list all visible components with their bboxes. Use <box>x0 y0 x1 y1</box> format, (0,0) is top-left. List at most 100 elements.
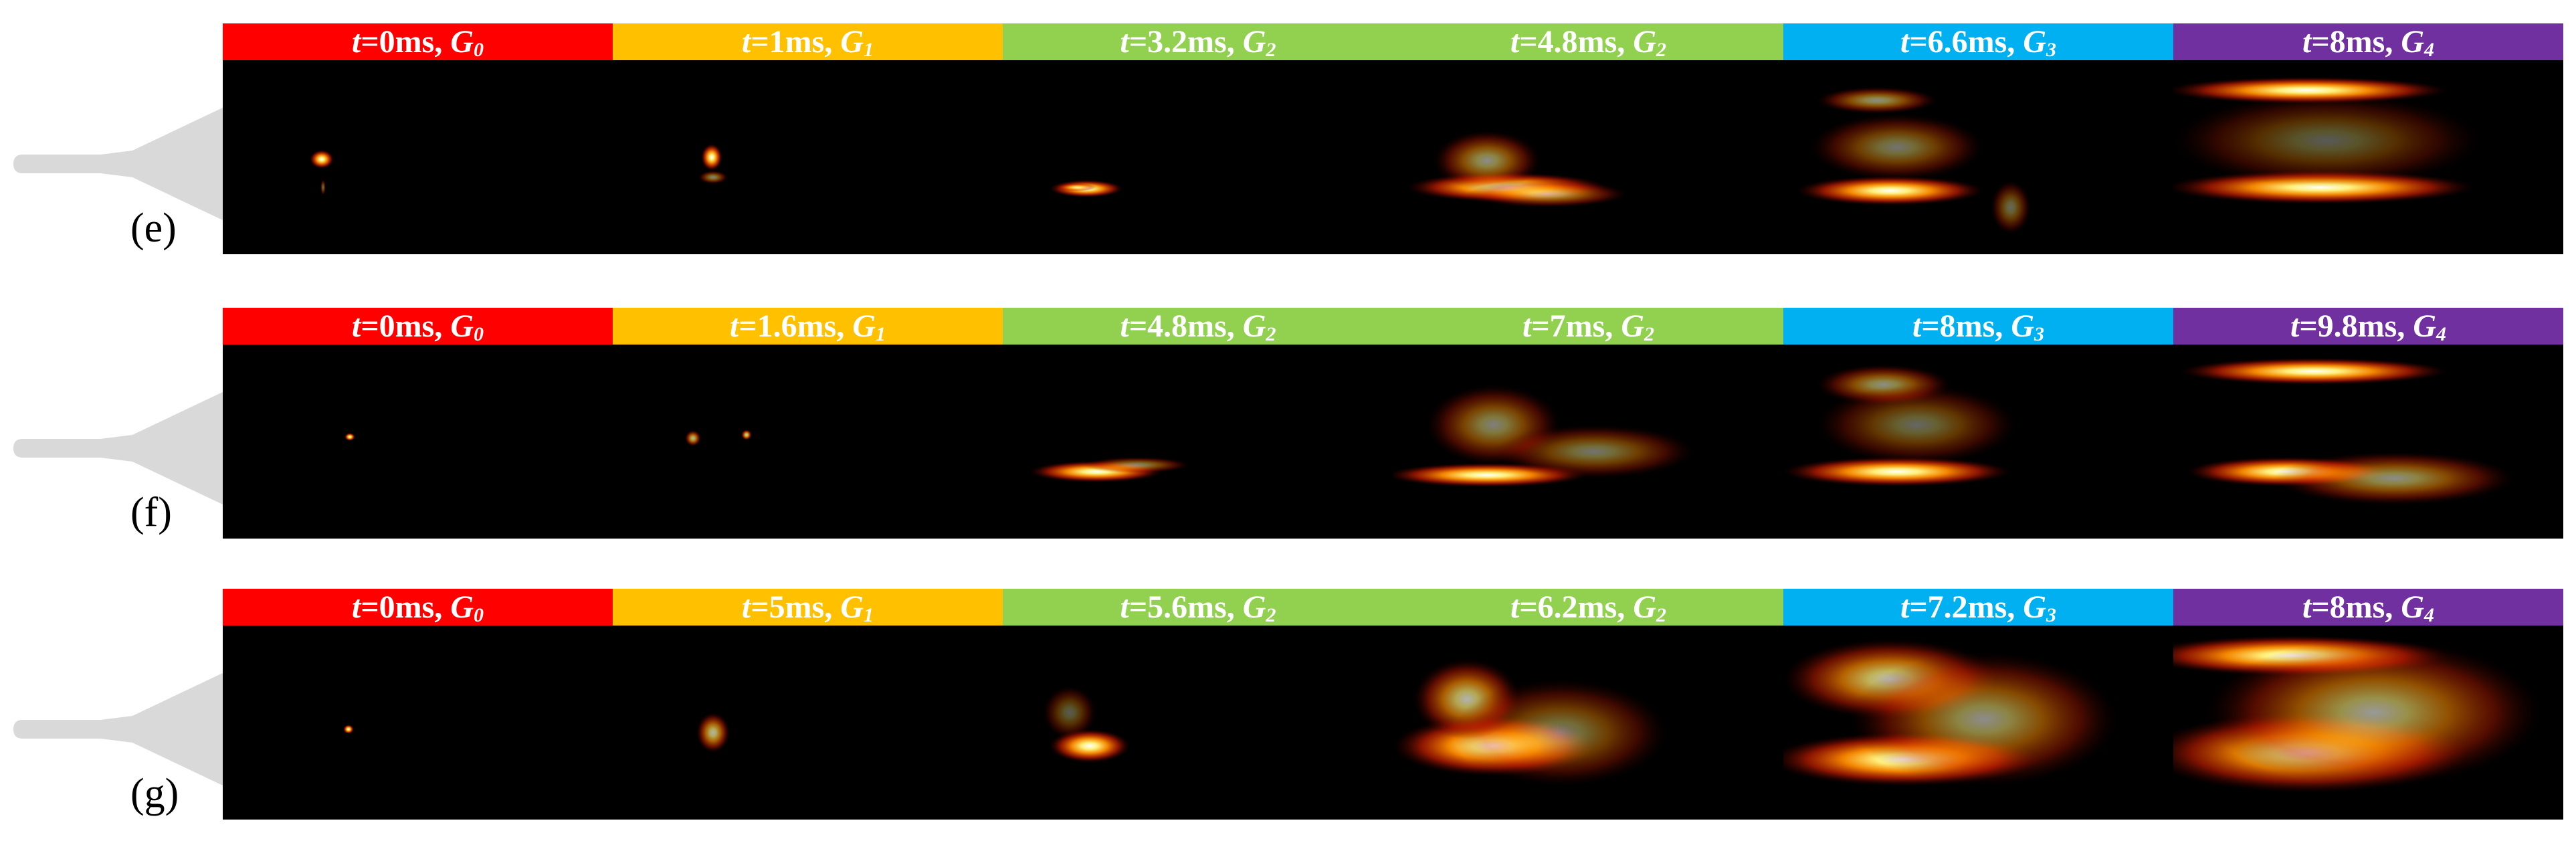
flame-image <box>613 60 1003 254</box>
time-value: =8ms, <box>1921 308 2011 344</box>
frame-header: t=0ms, G0 <box>223 589 613 626</box>
stage-subscript: 1 <box>864 39 874 61</box>
frame-strip: t=0ms, G0 t=1ms, G1 t=3.2ms, G2 t=4.8ms, G2… <box>223 23 2563 254</box>
frame-header: t=7.2ms, G3 <box>1783 589 2173 626</box>
flame-blob <box>1810 114 1984 181</box>
flame-image <box>1783 60 2173 254</box>
flame-blob <box>2207 639 2541 786</box>
stage-symbol: G <box>1633 24 1657 60</box>
flame-blob <box>1783 457 2011 486</box>
flame-image <box>223 345 613 539</box>
stage-symbol: G <box>2413 308 2437 344</box>
stage-subscript: 2 <box>1644 323 1655 345</box>
frame-header: t=0ms, G0 <box>223 308 613 345</box>
stage-subscript: 1 <box>876 323 886 345</box>
figure-panel: (e) t=0ms, G0 t=1ms, G1 t=3.2ms, G2 t=4.8ms,… <box>0 23 2576 278</box>
time-value: =6.6ms, <box>1909 24 2023 60</box>
stage-subscript: 2 <box>1656 39 1667 61</box>
time-symbol: t <box>741 24 751 60</box>
time-value: =3.2ms, <box>1128 24 1243 60</box>
flame-image <box>2173 60 2563 254</box>
flame-image <box>613 345 1003 539</box>
stage-subscript: 2 <box>1266 604 1276 626</box>
flame-blob <box>698 171 728 184</box>
time-value: =9.8ms, <box>2299 308 2413 344</box>
frame-header: t=4.8ms, G2 <box>1003 308 1393 345</box>
frame-header: t=4.8ms, G2 <box>1393 23 1783 61</box>
time-symbol: t <box>351 308 361 344</box>
time-symbol: t <box>741 589 751 625</box>
time-symbol: t <box>1120 24 1129 60</box>
time-symbol: t <box>1900 589 1910 625</box>
panel-label: (e) <box>130 205 177 251</box>
flame-blob <box>1454 679 1668 786</box>
flame-blob <box>1433 130 1541 191</box>
frame-header: t=6.2ms, G2 <box>1393 589 1783 626</box>
flame-blob <box>344 433 355 441</box>
frame-header: t=1ms, G1 <box>613 23 1003 61</box>
flame-image <box>2173 345 2563 539</box>
frame-header: t=8ms, G4 <box>2173 589 2563 626</box>
flame-blob <box>1494 425 1694 478</box>
figure-panel: (f) t=0ms, G0 t=1.6ms, G1 t=4.8ms, G2 t=7ms,… <box>0 308 2576 562</box>
stage-symbol: G <box>852 308 876 344</box>
stage-subscript: 2 <box>1266 323 1276 345</box>
flame-blob <box>1817 87 1937 114</box>
stage-subscript: 3 <box>2034 323 2045 345</box>
frame-header: t=9.8ms, G4 <box>2173 308 2563 345</box>
stage-symbol: G <box>2401 589 2425 625</box>
stage-symbol: G <box>2023 589 2047 625</box>
time-value: =7.2ms, <box>1909 589 2023 625</box>
frame-strip: t=0ms, G0 t=5ms, G1 t=5.6ms, G2 t=6.2ms, G2… <box>223 589 2563 820</box>
frame-header: t=7ms, G2 <box>1393 308 1783 345</box>
flame-blob <box>2274 452 2514 505</box>
time-value: =7ms, <box>1531 308 1621 344</box>
flame-blob <box>741 430 752 440</box>
stage-subscript: 0 <box>474 604 484 626</box>
frame-header: t=6.6ms, G3 <box>1783 23 2173 61</box>
flame-blob <box>1991 181 2031 234</box>
flame-image <box>1393 345 1783 539</box>
flame-blob <box>1850 652 2118 786</box>
stage-symbol: G <box>450 589 474 625</box>
stage-symbol: G <box>1242 589 1266 625</box>
time-value: =5ms, <box>751 589 841 625</box>
time-symbol: t <box>1120 589 1129 625</box>
flame-blob <box>701 144 722 171</box>
frame-header: t=8ms, G3 <box>1783 308 2173 345</box>
stage-symbol: G <box>840 24 864 60</box>
time-symbol: t <box>1120 308 1129 344</box>
flame-blob <box>685 430 701 446</box>
flame-blob <box>1056 183 1096 191</box>
time-value: =0ms, <box>361 589 451 625</box>
frame-header: t=8ms, G4 <box>2173 23 2563 61</box>
nozzle-silhouette <box>13 672 224 786</box>
time-symbol: t <box>351 589 361 625</box>
time-value: =5.6ms, <box>1128 589 1243 625</box>
stage-subscript: 2 <box>1656 604 1667 626</box>
time-value: =4.8ms, <box>1128 308 1243 344</box>
panel-label: (f) <box>130 490 172 535</box>
time-value: =0ms, <box>361 308 451 344</box>
flame-image <box>613 626 1003 820</box>
flame-image <box>1003 345 1393 539</box>
time-symbol: t <box>1510 24 1520 60</box>
frame-header: t=0ms, G0 <box>223 23 613 61</box>
flame-image <box>1003 60 1393 254</box>
stage-symbol: G <box>450 308 474 344</box>
flame-blob <box>1797 176 1984 205</box>
flame-image <box>1393 626 1783 820</box>
time-value: =8ms, <box>2311 589 2401 625</box>
time-value: =4.8ms, <box>1519 24 1633 60</box>
stage-subscript: 0 <box>474 39 484 61</box>
stage-subscript: 4 <box>2436 323 2447 345</box>
stage-subscript: 0 <box>474 323 484 345</box>
time-value: =8ms, <box>2311 24 2401 60</box>
panel-label: (g) <box>130 771 179 816</box>
time-symbol: t <box>2302 589 2312 625</box>
stage-subscript: 1 <box>864 604 874 626</box>
time-symbol: t <box>1522 308 1532 344</box>
time-symbol: t <box>2290 308 2300 344</box>
stage-subscript: 3 <box>2046 604 2057 626</box>
time-symbol: t <box>1510 589 1520 625</box>
